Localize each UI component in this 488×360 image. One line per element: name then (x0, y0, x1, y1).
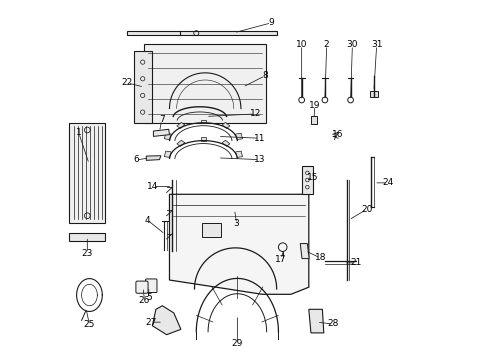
FancyBboxPatch shape (369, 91, 377, 97)
FancyBboxPatch shape (145, 279, 157, 293)
FancyBboxPatch shape (310, 116, 317, 124)
Polygon shape (300, 244, 308, 258)
Polygon shape (153, 129, 169, 136)
Text: 14: 14 (147, 182, 158, 191)
FancyBboxPatch shape (69, 233, 105, 241)
Text: 29: 29 (231, 339, 243, 348)
Polygon shape (164, 133, 171, 140)
Polygon shape (235, 133, 242, 140)
Polygon shape (200, 120, 206, 123)
Text: 4: 4 (144, 216, 150, 225)
Text: 22: 22 (122, 78, 133, 87)
Text: 1: 1 (76, 129, 81, 138)
Text: 19: 19 (308, 101, 320, 110)
Polygon shape (301, 166, 312, 194)
FancyBboxPatch shape (201, 223, 221, 237)
Text: 5: 5 (145, 293, 151, 302)
Polygon shape (164, 151, 171, 157)
FancyBboxPatch shape (134, 51, 151, 123)
Text: 30: 30 (346, 40, 357, 49)
Polygon shape (152, 306, 181, 335)
Text: 8: 8 (262, 71, 267, 80)
Text: 6: 6 (133, 156, 139, 165)
Text: 10: 10 (295, 40, 307, 49)
Text: 18: 18 (314, 253, 325, 262)
Polygon shape (177, 140, 184, 146)
Polygon shape (235, 151, 242, 157)
Text: 28: 28 (327, 319, 338, 328)
Text: 7: 7 (159, 116, 164, 125)
Polygon shape (222, 140, 229, 146)
Text: 23: 23 (81, 249, 93, 258)
Text: 12: 12 (250, 109, 261, 118)
Text: 2: 2 (323, 40, 329, 49)
FancyBboxPatch shape (144, 44, 265, 123)
Polygon shape (177, 122, 184, 129)
Polygon shape (222, 122, 229, 129)
Text: 9: 9 (268, 18, 274, 27)
Polygon shape (308, 309, 323, 333)
Text: 20: 20 (360, 205, 371, 214)
Text: 11: 11 (253, 134, 264, 143)
Text: 15: 15 (307, 173, 318, 182)
Text: 17: 17 (275, 255, 286, 264)
Text: 3: 3 (233, 219, 239, 228)
FancyBboxPatch shape (126, 31, 276, 35)
Polygon shape (146, 156, 161, 160)
Text: 24: 24 (382, 178, 393, 187)
Text: 26: 26 (139, 296, 150, 305)
Text: 21: 21 (349, 258, 361, 267)
Text: 16: 16 (331, 130, 343, 139)
Polygon shape (200, 138, 206, 141)
FancyBboxPatch shape (69, 123, 105, 223)
Text: 13: 13 (253, 155, 264, 164)
FancyBboxPatch shape (136, 281, 148, 293)
Text: 25: 25 (83, 320, 95, 329)
Text: 31: 31 (370, 40, 382, 49)
Text: 27: 27 (145, 318, 156, 327)
Polygon shape (169, 194, 308, 294)
